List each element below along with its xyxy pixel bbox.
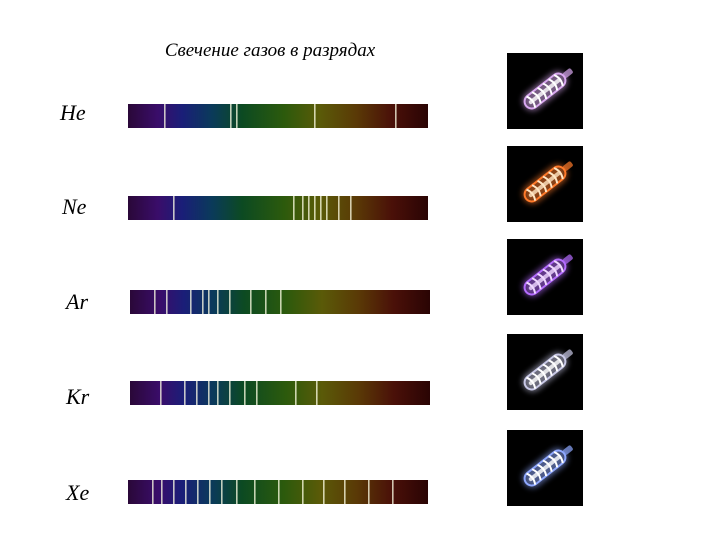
emission-line [208, 381, 210, 405]
emission-line [314, 196, 316, 220]
page-title: Свечение газов в разрядах [164, 40, 376, 61]
emission-line [280, 290, 282, 314]
emission-line [161, 480, 163, 504]
spectrum-background [128, 196, 428, 220]
emission-line [293, 196, 295, 220]
spectrum-background [128, 104, 428, 128]
gas-tube-illustration [522, 349, 573, 392]
emission-line [302, 480, 304, 504]
emission-line [229, 290, 231, 314]
emission-line [154, 290, 156, 314]
gas-label-ar: Ar [66, 289, 88, 314]
spectrum-kr [130, 381, 430, 405]
emission-line [229, 381, 231, 405]
emission-line [326, 196, 328, 220]
discharge-tube-xe-image [507, 430, 583, 506]
emission-line [250, 290, 252, 314]
emission-line [185, 480, 187, 504]
emission-line [368, 480, 370, 504]
emission-line [202, 290, 204, 314]
emission-line [244, 381, 246, 405]
emission-line [256, 381, 258, 405]
emission-line [302, 196, 304, 220]
emission-line [338, 196, 340, 220]
gas-label-ne: Ne [62, 194, 87, 219]
emission-line [254, 480, 256, 504]
discharge-tube-kr-image [507, 334, 583, 410]
emission-line [265, 290, 267, 314]
emission-line [173, 480, 175, 504]
emission-line [278, 480, 280, 504]
emission-line [308, 196, 310, 220]
emission-line [344, 480, 346, 504]
emission-line [164, 104, 166, 128]
emission-line [236, 104, 238, 128]
spectrum-xe [128, 480, 428, 504]
emission-line [392, 480, 394, 504]
gas-label-kr: Kr [66, 384, 90, 409]
emission-line [152, 480, 154, 504]
emission-line [166, 290, 168, 314]
gas-label-xe: Xe [66, 480, 90, 505]
emission-line [173, 196, 175, 220]
emission-line [160, 381, 162, 405]
emission-line [209, 480, 211, 504]
emission-line [395, 104, 397, 128]
emission-line [217, 290, 219, 314]
gas-tube-illustration [522, 254, 573, 297]
emission-line [196, 381, 198, 405]
gas-label-he: He [60, 100, 86, 125]
emission-line [208, 290, 210, 314]
emission-line [230, 104, 232, 128]
gas-tube-illustration [522, 161, 573, 204]
emission-line [314, 104, 316, 128]
discharge-tube-ne-image [507, 146, 583, 222]
emission-line [221, 480, 223, 504]
emission-line [316, 381, 318, 405]
discharge-tube-he-image [507, 53, 583, 129]
emission-line [217, 381, 219, 405]
emission-line [323, 480, 325, 504]
emission-line [184, 381, 186, 405]
emission-line [190, 290, 192, 314]
spectrum-ar [130, 290, 430, 314]
discharge-tube-ar-image [507, 239, 583, 315]
gas-tube-illustration [522, 445, 573, 488]
gas-tube-illustration [522, 68, 573, 111]
emission-line [320, 196, 322, 220]
emission-line [197, 480, 199, 504]
emission-line [350, 196, 352, 220]
spectrum-background [130, 381, 430, 405]
spectrum-ne [128, 196, 428, 220]
spectrum-he [128, 104, 428, 128]
emission-line [236, 480, 238, 504]
emission-line [295, 381, 297, 405]
